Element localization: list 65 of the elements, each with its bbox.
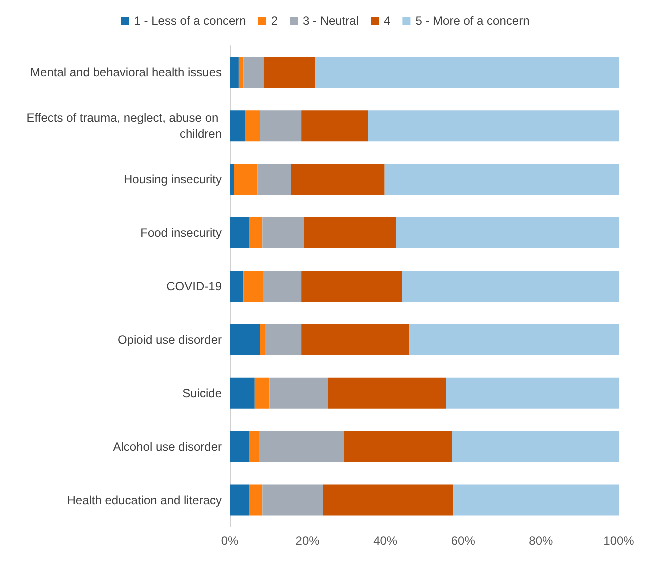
bar [368, 110, 619, 142]
x-tick-label: 100% [604, 534, 635, 548]
y-tick-label: Alcohol use disorder [113, 440, 222, 454]
x-tick-label: 80% [529, 534, 554, 548]
legend-label: 2 [271, 14, 278, 28]
bar [304, 218, 396, 249]
bar [262, 484, 324, 516]
bar [249, 484, 263, 516]
x-tick-label: 60% [451, 534, 476, 548]
bar [302, 271, 402, 302]
y-tick-label: Effects of trauma, neglect, abuse on children [26, 111, 222, 142]
bar [328, 378, 446, 409]
bar [244, 271, 264, 302]
bar [230, 57, 239, 88]
legend-label: 5 - More of a concern [416, 14, 530, 28]
bar [254, 378, 270, 409]
bar [230, 378, 255, 409]
bar [260, 110, 302, 142]
bar [270, 378, 328, 409]
x-tick-label: 40% [374, 534, 398, 548]
bar [323, 484, 454, 516]
bar [230, 218, 250, 249]
bar [263, 271, 302, 302]
bar [262, 218, 304, 249]
bar [452, 431, 619, 462]
bar [230, 484, 250, 516]
bar [409, 324, 619, 356]
bar [302, 324, 410, 356]
bar [230, 164, 234, 196]
bar [230, 324, 260, 356]
bar [265, 324, 302, 356]
y-tick-label: Food insecurity [140, 226, 222, 240]
bar [384, 164, 619, 196]
bar [249, 431, 260, 462]
bar [245, 110, 260, 142]
bar [315, 57, 619, 88]
y-tick-label: Health education and literacy [67, 493, 222, 508]
bar [249, 218, 263, 249]
bar [291, 164, 385, 196]
bar [258, 164, 292, 196]
y-tick-label: Suicide [182, 386, 222, 400]
bar [396, 218, 619, 249]
legend-label: 1 - Less of a concern [134, 14, 246, 28]
y-tick-label: Housing insecurity [124, 172, 222, 187]
bar [230, 271, 244, 302]
y-tick-label: COVID-19 [166, 280, 222, 294]
x-tick-label: 20% [296, 534, 320, 548]
bar [454, 484, 619, 516]
legend-label: 4 [384, 14, 392, 28]
bar [446, 378, 619, 409]
bar [234, 164, 258, 196]
x-tick-label: 0% [221, 534, 239, 548]
bar [260, 324, 266, 356]
y-tick-label: Opioid use disorder [118, 332, 222, 347]
bar [302, 110, 368, 142]
bar [230, 110, 246, 142]
bar [244, 57, 264, 88]
bar [264, 57, 316, 88]
bar [344, 431, 452, 462]
bar [402, 271, 619, 302]
legend-label: 3 - Neutral [302, 14, 360, 28]
bar [259, 431, 344, 462]
bar [238, 57, 244, 88]
bar [230, 431, 250, 462]
y-tick-label: Mental and behavioral health issues [30, 66, 222, 80]
